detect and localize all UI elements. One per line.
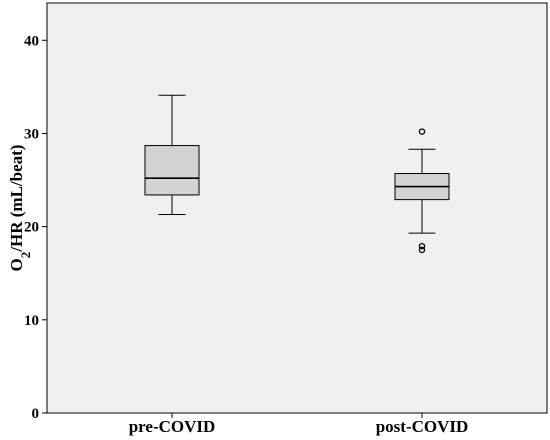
y-tick-label-20: 20	[24, 220, 39, 236]
category-label-post-covid: post-COVID	[376, 417, 469, 436]
y-axis-title: O2/HR (mL/beat)	[7, 145, 33, 272]
y-tick-label-10: 10	[24, 313, 39, 329]
x-axis: pre-COVID post-COVID	[129, 413, 469, 436]
box-post-covid	[394, 128, 450, 254]
y-axis-title-subscript: 2	[18, 252, 33, 259]
outlier-post-covid-0	[418, 128, 426, 135]
y-tick-label-0: 0	[32, 406, 40, 422]
category-label-pre-covid: pre-COVID	[129, 417, 216, 436]
boxes	[144, 94, 450, 254]
y-tick-label-40: 40	[24, 33, 39, 49]
plot-area	[46, 2, 548, 414]
outlier-post-covid-2	[418, 246, 426, 254]
y-axis: 0 10 20 30 40	[24, 33, 47, 422]
box-pre-covid	[144, 94, 200, 216]
y-axis-title-suffix: /HR (mL/beat)	[7, 145, 26, 253]
outlier-post-covid-1	[418, 242, 426, 250]
y-tick-label-30: 30	[24, 126, 39, 142]
y-axis-title-prefix: O	[7, 258, 26, 271]
box-iqr-pre-covid	[144, 145, 200, 196]
